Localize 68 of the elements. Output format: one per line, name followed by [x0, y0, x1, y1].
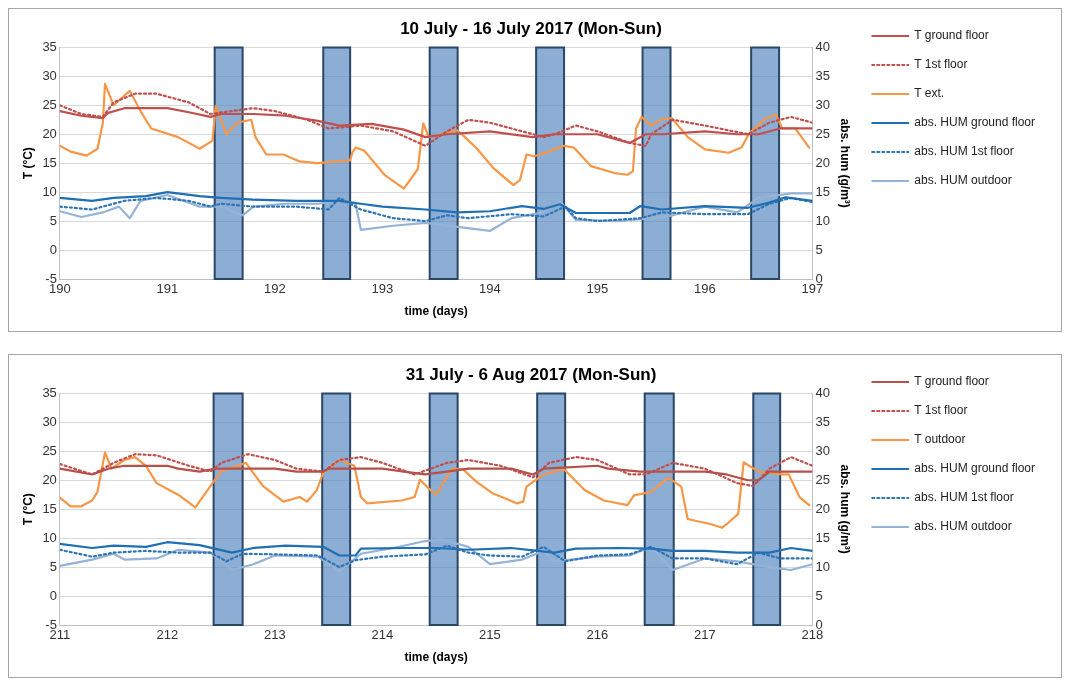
line-series	[59, 92, 813, 147]
x-tick-label: 212	[156, 627, 179, 643]
y2-tick-label: 5	[815, 241, 823, 257]
y2-tick-label: 25	[815, 471, 830, 487]
x-tick-label: 214	[371, 627, 394, 643]
x-axis-title: time (days)	[404, 650, 468, 665]
y2-tick-label: 40	[815, 384, 830, 400]
y2-tick-label: 20	[815, 154, 830, 170]
legend-label: T 1st floor	[914, 57, 968, 72]
chart-title: 31 July - 6 Aug 2017 (Mon-Sun)	[405, 364, 657, 384]
y2-tick-label: 15	[815, 529, 830, 545]
y2-tick-label: 10	[815, 212, 830, 228]
line-series	[59, 544, 813, 569]
x-tick-label: 193	[371, 281, 394, 297]
x-tick-label: 216	[586, 627, 609, 643]
y-tick-label: 20	[42, 471, 57, 487]
x-tick-label: 215	[479, 627, 501, 643]
x-tick-label: 194	[479, 281, 501, 297]
y-tick-label: 25	[42, 96, 57, 112]
legend-label: abs. HUM 1st floor	[914, 144, 1014, 159]
line-series	[59, 196, 813, 223]
legend-label: abs. HUM 1st floor	[914, 490, 1014, 505]
y-axis-title: T (°C)	[20, 147, 35, 180]
y2-axis-title: abs. hum (g/m³)	[837, 464, 852, 554]
legend-label: abs. HUM ground floor	[914, 115, 1036, 130]
y2-tick-label: 40	[815, 38, 830, 54]
y-tick-label: 15	[42, 500, 57, 516]
y-tick-label: 0	[49, 587, 57, 603]
x-tick-label: 192	[264, 281, 286, 297]
y-tick-label: 25	[42, 442, 57, 458]
legend-label: T 1st floor	[914, 403, 968, 418]
y2-axis-title: abs. hum (g/m³)	[837, 118, 852, 208]
legend-label: abs. HUM ground floor	[914, 461, 1036, 476]
y-tick-label: 10	[42, 183, 57, 199]
y2-tick-label: 30	[815, 442, 830, 458]
y-tick-label: 5	[49, 212, 57, 228]
y-tick-label: 10	[42, 529, 57, 545]
y2-tick-label: 5	[815, 587, 823, 603]
x-axis-title: time (days)	[404, 304, 468, 319]
x-tick-label: 191	[156, 281, 179, 297]
y-tick-label: 0	[49, 241, 57, 257]
legend-label: T ext.	[914, 86, 945, 101]
y2-tick-label: 20	[815, 500, 830, 516]
legend-label: abs. HUM outdoor	[914, 519, 1012, 534]
y-tick-label: 20	[42, 125, 57, 141]
x-tick-label: 195	[586, 281, 609, 297]
line-series	[59, 453, 813, 488]
y-axis-title: T (°C)	[20, 493, 35, 526]
y2-tick-label: 15	[815, 183, 830, 199]
y-tick-label: 5	[49, 558, 57, 574]
legend-label: T ground floor	[914, 374, 989, 389]
x-tick-label: 217	[694, 627, 716, 643]
y2-tick-label: 10	[815, 558, 830, 574]
y-tick-label: 35	[42, 384, 57, 400]
y-tick-label: 15	[42, 154, 57, 170]
x-tick-label: 196	[694, 281, 716, 297]
y-tick-label: 35	[42, 38, 57, 54]
y2-tick-label: 35	[815, 413, 830, 429]
legend-label: T outdoor	[914, 432, 966, 447]
y2-tick-label: 35	[815, 67, 830, 83]
y-tick-label: 30	[42, 413, 57, 429]
y2-tick-label: 25	[815, 125, 830, 141]
legend-label: T ground floor	[914, 28, 989, 43]
y-tick-label: 30	[42, 67, 57, 83]
y2-tick-label: 30	[815, 96, 830, 112]
x-tick-label: 213	[264, 627, 286, 643]
chart-title: 10 July - 16 July 2017 (Mon-Sun)	[400, 18, 662, 38]
legend-label: abs. HUM outdoor	[914, 173, 1012, 188]
